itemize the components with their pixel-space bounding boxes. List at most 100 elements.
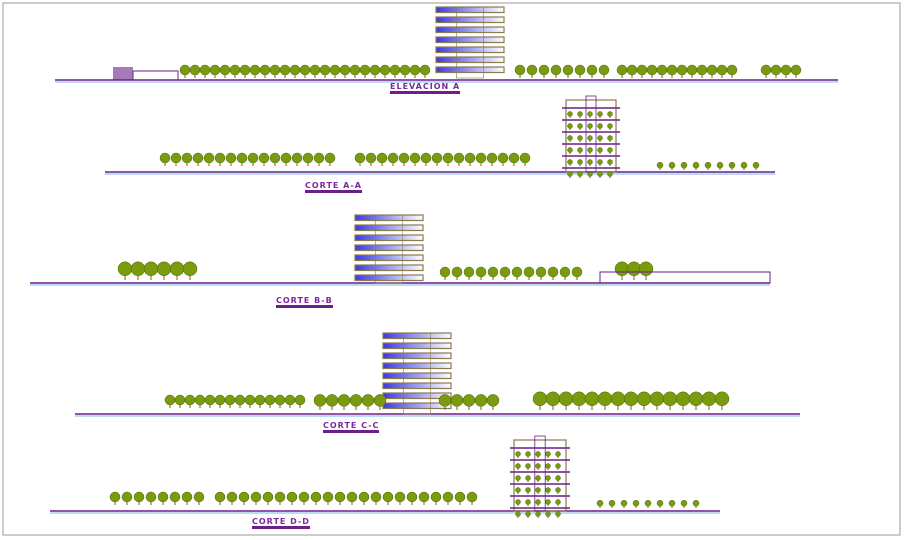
tree-icon (169, 261, 185, 277)
tree-icon (280, 152, 292, 164)
tower-core (456, 6, 484, 79)
tree-icon (620, 499, 628, 507)
tree-icon (515, 487, 521, 493)
tree-icon (409, 152, 421, 164)
tower-floor (435, 56, 505, 64)
tree-icon (133, 491, 145, 503)
tree-icon (636, 64, 648, 76)
tower-floor (435, 46, 505, 54)
tree-icon (487, 266, 499, 278)
tree-icon (454, 491, 466, 503)
tree-icon (462, 394, 476, 407)
tree-icon (181, 491, 193, 503)
tree-icon (545, 475, 551, 481)
tree-icon (515, 463, 521, 469)
tree-icon (577, 171, 583, 177)
tree-icon (547, 266, 559, 278)
tower-core (585, 95, 597, 173)
tree-icon (714, 391, 730, 407)
tree-icon (535, 499, 541, 505)
tree-icon (574, 64, 586, 76)
tree-icon (389, 64, 401, 76)
tree-icon (656, 161, 664, 169)
label-corte-c-c: CORTE C-C (323, 421, 380, 433)
tree-icon (545, 391, 561, 407)
tree-icon (322, 491, 334, 503)
tree-icon (346, 491, 358, 503)
tree-icon (399, 64, 411, 76)
tree-icon (790, 64, 802, 76)
tree-icon (109, 491, 121, 503)
tree-icon (728, 161, 736, 169)
tree-icon (706, 64, 718, 76)
tree-icon (259, 64, 271, 76)
tower-floor (354, 244, 424, 252)
tower-floor (354, 264, 424, 272)
tree-icon (545, 463, 551, 469)
tower-floor (435, 16, 505, 24)
tree-icon (299, 64, 311, 76)
tree-icon (519, 152, 531, 164)
tree-icon (656, 64, 668, 76)
tree-icon (607, 159, 613, 165)
tower-floor (382, 372, 452, 380)
tree-icon (269, 64, 281, 76)
tree-icon (545, 487, 551, 493)
tree-icon (229, 64, 241, 76)
tree-icon (286, 491, 298, 503)
tree-icon (515, 511, 521, 517)
tree-icon (545, 451, 551, 457)
tree-icon (649, 391, 665, 407)
tree-icon (526, 64, 538, 76)
tree-icon (419, 64, 431, 76)
tree-icon (675, 391, 691, 407)
tree-icon (309, 64, 321, 76)
tree-icon (420, 152, 432, 164)
tree-icon (538, 64, 550, 76)
tree-icon (203, 152, 215, 164)
tree-icon (193, 491, 205, 503)
tree-icon (310, 491, 322, 503)
tree-icon (596, 499, 604, 507)
tree-icon (696, 64, 708, 76)
tree-icon (704, 161, 712, 169)
tree-icon (626, 64, 638, 76)
tree-icon (607, 147, 613, 153)
tower-floor (382, 352, 452, 360)
tree-icon (274, 491, 286, 503)
tree-icon (597, 123, 603, 129)
tree-icon (567, 111, 573, 117)
tree-icon (370, 491, 382, 503)
tree-icon (558, 391, 574, 407)
tree-icon (475, 152, 487, 164)
tree-icon (535, 487, 541, 493)
tree-icon (121, 491, 133, 503)
tree-icon (298, 491, 310, 503)
tree-icon (716, 64, 728, 76)
tree-icon (474, 394, 488, 407)
tree-icon (571, 266, 583, 278)
tower-floor (354, 224, 424, 232)
tree-icon (610, 391, 626, 407)
tree-icon (325, 394, 339, 407)
tree-icon (559, 266, 571, 278)
tree-icon (313, 394, 327, 407)
tree-icon (236, 152, 248, 164)
tree-icon (567, 171, 573, 177)
tree-icon (545, 499, 551, 505)
tree-icon (555, 451, 561, 457)
tree-icon (337, 394, 351, 407)
tree-icon (623, 391, 639, 407)
tree-icon (587, 171, 593, 177)
label-corte-b-b: CORTE B-B (276, 296, 333, 308)
tree-icon (361, 394, 375, 407)
tower-floor (354, 234, 424, 242)
tree-icon (567, 135, 573, 141)
tree-icon (597, 111, 603, 117)
tree-icon (179, 64, 191, 76)
tree-icon (463, 266, 475, 278)
tree-icon (450, 394, 464, 407)
tree-icon (636, 391, 652, 407)
tree-icon (349, 64, 361, 76)
